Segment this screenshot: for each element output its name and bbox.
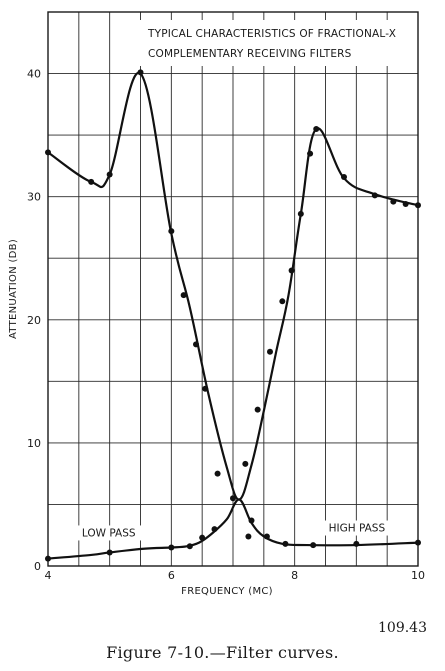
low-pass-point — [211, 526, 218, 533]
high-pass-point — [371, 192, 378, 199]
y-tick-label: 0 — [34, 560, 41, 573]
high-pass-point — [415, 202, 421, 209]
low-pass-point — [310, 542, 317, 549]
y-tick-label: 10 — [27, 437, 41, 450]
high-pass-point — [341, 173, 347, 180]
x-tick-label: 6 — [168, 569, 175, 582]
high-pass-point — [106, 171, 113, 178]
curve-label-bg — [77, 525, 142, 541]
high-pass-point — [180, 292, 187, 299]
y-tick-label: 20 — [27, 314, 41, 327]
low-pass-point — [263, 533, 270, 540]
title-box — [140, 20, 408, 66]
high-pass-point — [45, 149, 51, 156]
low-pass-point — [168, 544, 175, 551]
curve-label: HIGH PASS — [329, 523, 386, 535]
curve-label: LOW PASS — [82, 527, 136, 539]
low-pass-point — [230, 495, 236, 502]
chart-title-line: COMPLEMENTARY RECEIVING FILTERS — [148, 48, 352, 60]
high-pass-point — [390, 198, 397, 205]
high-pass-point — [168, 228, 175, 235]
high-pass-point — [297, 210, 304, 217]
x-axis-label: FREQUENCY (MC) — [181, 586, 273, 597]
grid — [47, 11, 419, 567]
chart-title-line: TYPICAL CHARACTERISTICS OF FRACTIONAL-X — [147, 28, 396, 40]
plot-frame — [47, 11, 419, 567]
high-pass-point — [88, 178, 95, 185]
low-pass-point — [415, 539, 421, 546]
high-pass-point — [214, 470, 221, 477]
high-pass-point — [279, 298, 286, 305]
low-pass-point — [199, 534, 206, 541]
high-pass-point — [288, 267, 295, 274]
low-pass-point — [45, 555, 51, 562]
high-pass-point — [254, 406, 261, 413]
high-pass-point — [402, 201, 409, 208]
low-pass-point — [282, 540, 289, 547]
low-pass-point — [248, 517, 255, 524]
y-tick-label: 30 — [27, 191, 41, 204]
figure-number: 109.43 — [378, 620, 427, 636]
y-tick-label: 40 — [27, 68, 41, 81]
high-pass-point — [307, 150, 314, 157]
low-pass-point — [242, 460, 249, 467]
x-tick-label: 8 — [291, 569, 298, 582]
low-pass-point — [186, 543, 193, 550]
curve-label-bg — [324, 520, 396, 536]
high-pass-point — [202, 385, 209, 392]
x-tick-label: 4 — [45, 569, 52, 582]
low-pass-point — [106, 549, 113, 556]
y-axis-label: ATTENUATION (DB) — [8, 239, 19, 339]
low-pass-point — [353, 540, 360, 547]
high-pass-point — [193, 341, 199, 348]
high-pass-point — [267, 348, 273, 355]
high-pass-point — [313, 125, 320, 132]
filter-chart: TYPICAL CHARACTERISTICS OF FRACTIONAL-X C… — [8, 11, 425, 597]
low-pass-curve — [47, 498, 419, 560]
high-pass-point — [137, 69, 144, 76]
high-pass-point — [245, 533, 252, 540]
x-tick-label: 10 — [411, 569, 425, 582]
figure-caption: Figure 7-10.—Filter curves. — [106, 643, 339, 662]
